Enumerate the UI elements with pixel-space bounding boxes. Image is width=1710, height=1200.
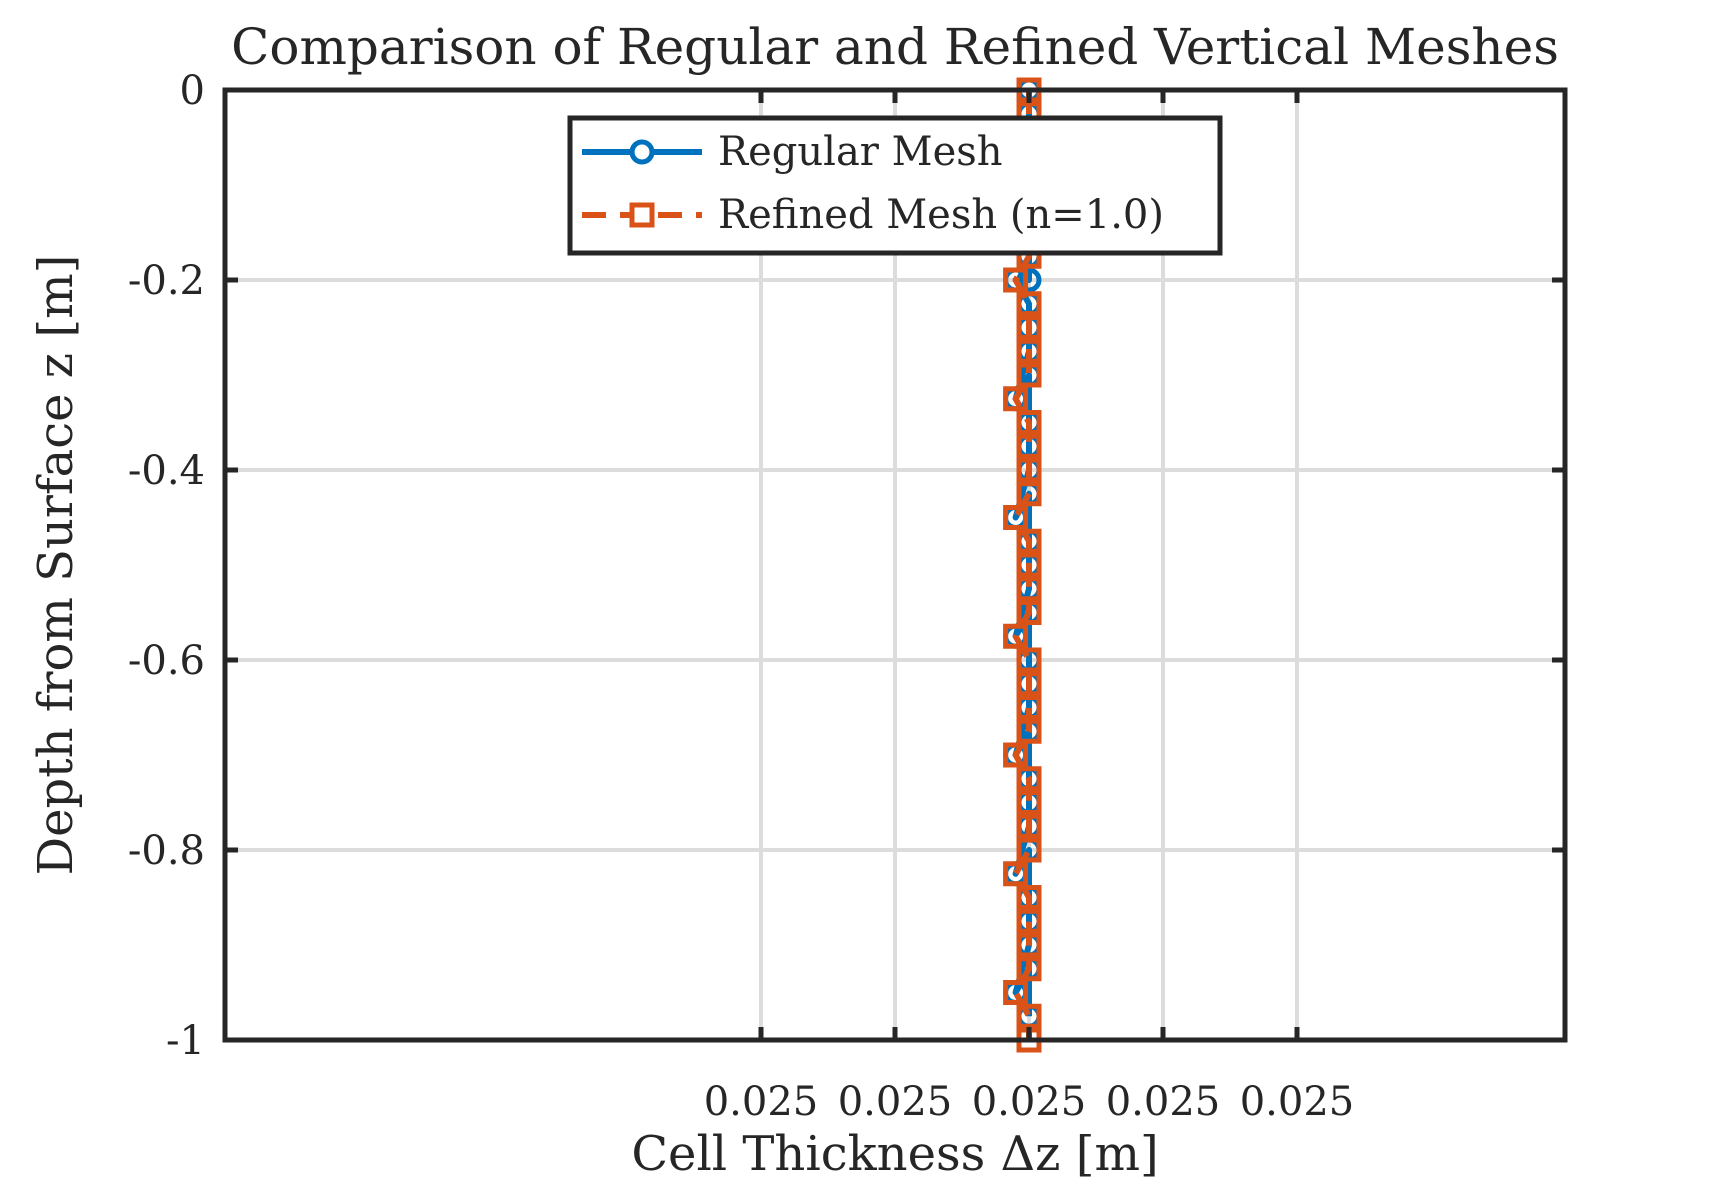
series-1-point-14: [1016, 410, 1042, 435]
x-tick-label-3: 0.025: [1106, 1079, 1221, 1125]
series-1-point-27: [1016, 718, 1042, 744]
y-tick-label-2: -0.4: [128, 448, 205, 494]
y-tick-label-4: -0.8: [128, 828, 205, 874]
y-tick-label-0: 0: [180, 68, 205, 114]
series-1-point-36: [1016, 932, 1042, 958]
series-1-point-22: [1016, 600, 1042, 625]
y-tick-label-5: -1: [166, 1018, 205, 1064]
series-1-point-32: [1016, 837, 1042, 863]
series-1-point-15: [1016, 433, 1042, 459]
series-1-point-9: [1016, 291, 1042, 317]
series-1-point-39: [1016, 1003, 1042, 1029]
x-tick-label-1: 0.025: [838, 1079, 953, 1125]
legend-box: [567, 115, 1223, 256]
series-1-point-35: [1016, 908, 1042, 934]
series-1-point-28: [1003, 742, 1029, 768]
series-1-point-16: [1016, 457, 1042, 483]
series-1-point-29: [1016, 766, 1042, 792]
series-1-point-21: [1016, 576, 1042, 602]
legend-marker-refined: [629, 202, 655, 228]
series-1-point-19: [1016, 528, 1042, 554]
series-1-point-38: [1003, 980, 1029, 1005]
series-1-point-8: [1003, 267, 1029, 293]
x-tick-label-4: 0.025: [1240, 1079, 1355, 1125]
series-1-point-13: [1003, 386, 1029, 412]
series-1-point-18: [1003, 505, 1029, 530]
series-1-point-24: [1016, 647, 1042, 673]
series-1-point-20: [1016, 552, 1042, 578]
chart-title: Comparison of Regular and Refined Vertic…: [231, 18, 1559, 76]
legend-label-refined: Refined Mesh (n=1.0): [718, 192, 1164, 238]
series-1-point-37: [1016, 956, 1042, 982]
series-1-point-31: [1016, 813, 1042, 839]
series-1-point-30: [1016, 790, 1042, 815]
series-1-point-10: [1016, 315, 1042, 340]
series-1-point-11: [1016, 338, 1042, 364]
x-axis-label: Cell Thickness Δz [m]: [631, 1126, 1158, 1182]
series-1-point-12: [1016, 362, 1042, 388]
y-tick-label-3: -0.6: [128, 638, 205, 684]
ticks: 0.025 0.025 0.025 0.025 0.025 0 -0.2 -0.4 -0.6 -0…: [128, 68, 1565, 1125]
series-1-point-34: [1016, 885, 1042, 910]
y-tick-label-1: -0.2: [128, 258, 205, 304]
series-1-point-26: [1016, 695, 1042, 720]
x-tick-label-2: 0.025: [972, 1079, 1087, 1125]
x-tick-label-0: 0.025: [704, 1079, 819, 1125]
y-axis-label: Depth from Surface z [m]: [28, 255, 84, 876]
series-1-point-25: [1016, 671, 1042, 697]
legend-marker-regular: [629, 139, 655, 165]
series-1-point-33: [1003, 861, 1029, 887]
series-1-point-23: [1003, 623, 1029, 649]
legend-label-regular: Regular Mesh: [718, 129, 1003, 175]
series-1-point-17: [1016, 481, 1042, 507]
legend: Regular Mesh Refined Mesh (n=1.0): [567, 115, 1223, 256]
